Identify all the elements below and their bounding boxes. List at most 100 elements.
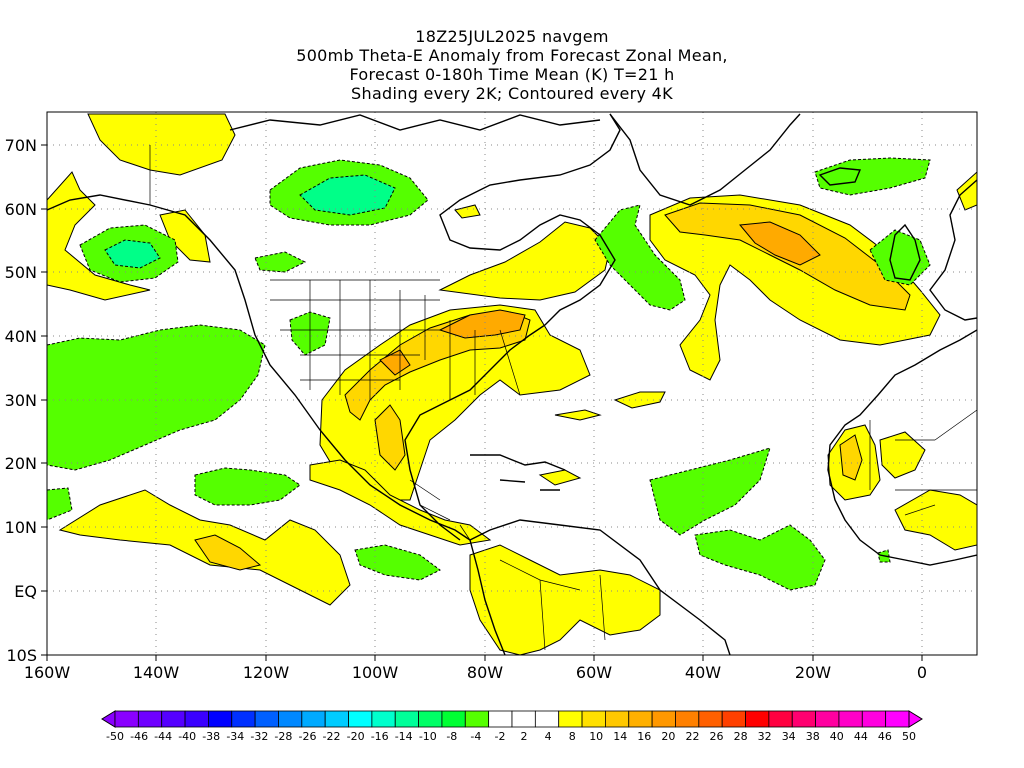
yellow-region-south-america: [469, 544, 661, 655]
green-region-south-atlantic: [694, 524, 826, 591]
lon-label-60w: 60W: [576, 663, 612, 682]
lat-label-10s: 10S: [6, 646, 37, 665]
lon-label-100w: 100W: [352, 663, 399, 682]
colorbar-label: 40: [830, 730, 844, 743]
colorbar-cell: [838, 710, 863, 728]
lat-label-eq: EQ: [14, 582, 37, 601]
colorbar-cell: [581, 710, 606, 728]
colorbar-cell: [488, 710, 513, 728]
colorbar-label: 8: [569, 730, 576, 743]
colorbar-label: 26: [710, 730, 724, 743]
gold-region-gulf-coast: [374, 404, 406, 471]
yellow-region-north-atlantic: [649, 194, 941, 381]
colorbar-label: 14: [613, 730, 627, 743]
colorbar-cell: [137, 710, 163, 728]
lat-label-20n: 20N: [5, 454, 37, 473]
colorbar-cell: [231, 710, 256, 728]
green-region-newfoundland: [594, 204, 686, 311]
colorbar-label: 10: [589, 730, 603, 743]
colorbar-label: 34: [782, 730, 796, 743]
colorbar-cell: [161, 710, 186, 728]
colorbar-label: -40: [178, 730, 196, 743]
colorbar-label: -8: [446, 730, 457, 743]
colorbar-cell: [278, 710, 303, 728]
colorbar-cell: [815, 710, 840, 728]
colorbar-label: 46: [878, 730, 892, 743]
iceland-coastline: [818, 167, 862, 186]
lon-label-140w: 140W: [133, 663, 180, 682]
green-region-azores: [814, 157, 931, 196]
us-state-borders: [149, 145, 521, 400]
colorbar-label: -10: [419, 730, 437, 743]
lon-label-20w: 20W: [795, 663, 831, 682]
europe-coastline: [929, 179, 977, 321]
colorbar-label: -28: [274, 730, 292, 743]
colorbar-label: -38: [202, 730, 220, 743]
colorbar-arrow-left: [101, 710, 116, 728]
colorbar-cell: [348, 710, 373, 728]
colorbar-cell: [114, 710, 139, 728]
colorbar-label: 28: [734, 730, 748, 743]
green-region-canada: [254, 251, 307, 273]
lon-label-80w: 80W: [467, 663, 503, 682]
lat-label-60n: 60N: [5, 200, 37, 219]
colorbar-labels: -50 -46 -44 -40 -38 -34 -32 -28 -26 -22 -20 -16 -14-…: [106, 730, 916, 743]
colorbar-cell: [184, 710, 209, 728]
colorbar-cell: [464, 710, 490, 728]
teal-region-yukon-core: [299, 174, 396, 216]
colorbar-cell: [698, 710, 723, 728]
colorbar-label: 50: [902, 730, 916, 743]
colorbar-cell: [394, 710, 419, 728]
colorbar-label: -2: [495, 730, 506, 743]
lon-label-160w: 160W: [24, 663, 71, 682]
lat-label-50n: 50N: [5, 263, 37, 282]
colorbar-cell: [885, 710, 910, 728]
teal-region-gulf-alaska-core: [104, 239, 161, 269]
colorbar-label: -4: [470, 730, 481, 743]
british-isles-coastline: [889, 223, 921, 281]
north-america-coastline: [47, 113, 621, 541]
colorbar-cell: [605, 710, 630, 728]
colorbar-label: 38: [806, 730, 820, 743]
colorbar-label: 4: [545, 730, 552, 743]
colorbar-label: -50: [106, 730, 124, 743]
yellow-region-mid-atlantic-2: [554, 409, 602, 421]
title-line-4: Shading every 2K; Contoured every 4K: [351, 84, 673, 103]
colorbar-cell: [371, 710, 396, 728]
coastlines: [47, 113, 977, 655]
colorbar-label: -20: [347, 730, 365, 743]
africa-borders: [869, 409, 977, 516]
south-america-borders: [499, 559, 606, 651]
greenland-coastline: [609, 113, 801, 206]
gold-region-east-pacific: [194, 534, 262, 571]
colorbar-label: 22: [686, 730, 700, 743]
colorbar-cell: [768, 710, 793, 728]
yellow-region-west-africa-south: [894, 489, 977, 551]
colorbar-cell: [324, 710, 349, 728]
yellow-region-ireland: [956, 171, 977, 211]
lon-label-0: 0: [917, 663, 927, 682]
orange-region-southeast-us: [379, 349, 411, 376]
colorbar-label: -32: [250, 730, 268, 743]
lat-label-40n: 40N: [5, 327, 37, 346]
colorbar-cell: [254, 710, 279, 728]
colorbar-label: 32: [758, 730, 772, 743]
colorbar-label: 2: [521, 730, 528, 743]
green-region-east-pacific-south: [354, 544, 441, 581]
colorbar-cell: [861, 710, 887, 728]
colorbar-arrow-right: [908, 710, 923, 728]
map-frame: [46, 111, 978, 656]
yellow-region-pacific-nw: [47, 171, 151, 301]
colorbar-label: 16: [637, 730, 651, 743]
colorbar-label: 44: [854, 730, 868, 743]
colorbar-label: 20: [661, 730, 675, 743]
south-america-coastline: [469, 519, 731, 655]
colorbar-cell: [745, 710, 770, 728]
lon-label-40w: 40W: [685, 663, 721, 682]
caribbean-islands: [470, 454, 566, 491]
colorbar-label: -26: [299, 730, 317, 743]
colorbar-label: -14: [395, 730, 413, 743]
green-region-east-pacific-large: [47, 324, 266, 471]
